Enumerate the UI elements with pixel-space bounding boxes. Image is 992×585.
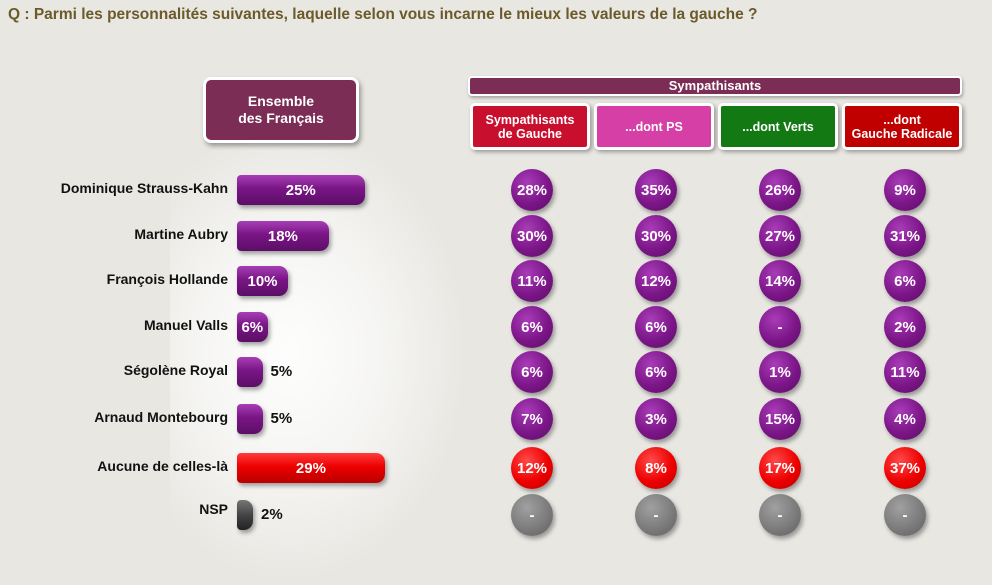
value-bubble: 37% [884,447,926,489]
ensemble-bar-label: 5% [270,363,293,380]
ensemble-bar: 10% [237,266,288,296]
value-bubble: 31% [884,215,926,257]
value-bubble: 27% [759,215,801,257]
value-bubble: 11% [511,260,553,302]
ensemble-header: Ensemble des Français [203,77,359,143]
value-bubble: 3% [635,398,677,440]
value-bubble: 12% [635,260,677,302]
row-label: Aucune de celles-là [97,458,228,474]
ensemble-bar [237,357,263,387]
value-bubble: 28% [511,169,553,211]
value-bubble: 7% [511,398,553,440]
segment-header-2: ...dont PS [594,103,714,150]
value-bubble: 30% [635,215,677,257]
ensemble-bar: 29% [237,453,385,483]
row-label: Martine Aubry [134,226,228,242]
value-bubble: 6% [511,351,553,393]
ensemble-bar: 25% [237,175,365,205]
ensemble-bar: 6% [237,312,268,342]
ensemble-bar-label: 5% [270,410,293,427]
value-bubble: 4% [884,398,926,440]
value-bubble: 9% [884,169,926,211]
value-bubble: 14% [759,260,801,302]
segment-header-4: ...dont Gauche Radicale [842,103,962,150]
row-label: NSP [199,501,228,517]
value-bubble: - [511,494,553,536]
segment-header-1: Sympathisants de Gauche [470,103,590,150]
row-label: François Hollande [106,271,228,287]
question-title: Q : Parmi les personnalités suivantes, l… [8,6,758,23]
row-label: Arnaud Montebourg [94,409,228,425]
ensemble-bar: 18% [237,221,329,251]
row-label: Ségolène Royal [123,362,228,378]
value-bubble: - [759,494,801,536]
value-bubble: 17% [759,447,801,489]
value-bubble: 11% [884,351,926,393]
row-label: Manuel Valls [143,317,228,333]
value-bubble: 2% [884,306,926,348]
value-bubble: - [759,306,801,348]
value-bubble: - [884,494,926,536]
value-bubble: 26% [759,169,801,211]
value-bubble: 6% [884,260,926,302]
row-label: Dominique Strauss-Kahn [60,180,228,196]
value-bubble: 12% [511,447,553,489]
ensemble-bar-label: 2% [261,506,283,523]
segment-header-3: ...dont Verts [718,103,838,150]
value-bubble: - [635,494,677,536]
ensemble-bar [237,500,253,530]
value-bubble: 1% [759,351,801,393]
ensemble-bar [237,404,263,434]
value-bubble: 15% [759,398,801,440]
value-bubble: 30% [511,215,553,257]
sympathisants-header: Sympathisants [468,76,962,96]
value-bubble: 6% [511,306,553,348]
value-bubble: 6% [635,351,677,393]
value-bubble: 35% [635,169,677,211]
value-bubble: 8% [635,447,677,489]
value-bubble: 6% [635,306,677,348]
